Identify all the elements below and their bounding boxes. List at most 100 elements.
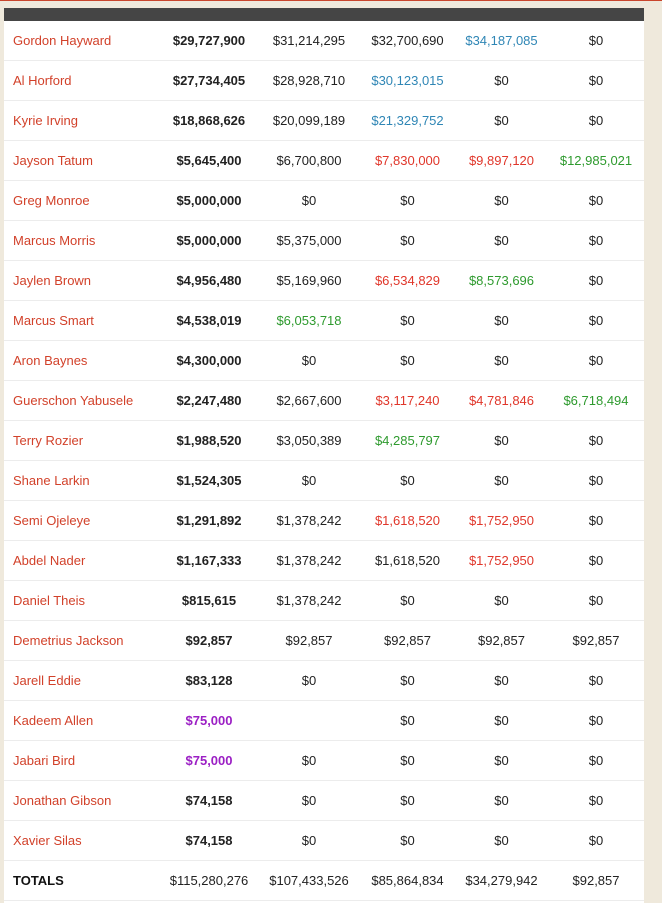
salary-cell: $34,279,942 bbox=[465, 873, 538, 888]
player-name[interactable]: Aron Baynes bbox=[13, 353, 88, 368]
player-row: Semi Ojeleye $1,291,892 $1,378,242 $1,618,5… bbox=[4, 501, 644, 541]
salary-cell: $1,752,950 bbox=[468, 553, 535, 568]
salary-cell: $0 bbox=[588, 833, 604, 848]
salary-cell: $0 bbox=[400, 793, 415, 808]
salary-cell: $0 bbox=[588, 673, 604, 688]
salary-cell: $0 bbox=[301, 193, 317, 208]
salary-cell: $0 bbox=[301, 473, 317, 488]
salary-cell: $92,857 bbox=[572, 633, 620, 648]
salary-cell: $5,375,000 bbox=[276, 233, 342, 248]
salary-cell: $20,099,189 bbox=[272, 113, 346, 128]
player-name[interactable]: Xavier Silas bbox=[13, 833, 82, 848]
player-row: Terry Rozier $1,988,520 $3,050,389 $4,285,7… bbox=[4, 421, 644, 461]
salary-cell: $0 bbox=[494, 593, 509, 608]
player-name[interactable]: Guerschon Yabusele bbox=[13, 393, 134, 408]
player-name[interactable]: Shane Larkin bbox=[13, 473, 90, 488]
salary-cell: $75,000 bbox=[185, 713, 233, 728]
player-name[interactable]: Jayson Tatum bbox=[13, 153, 93, 168]
salary-cell: $28,928,710 bbox=[272, 73, 346, 88]
player-row: Xavier Silas $74,158 $0 $0 $0 $0 bbox=[4, 821, 644, 861]
player-row: Marcus Smart $4,538,019 $6,053,718 $0 $0 $0 bbox=[4, 301, 644, 341]
salary-cell: $0 bbox=[588, 433, 604, 448]
salary-cell: $27,734,405 bbox=[172, 73, 246, 88]
table-body: Gordon Hayward $29,727,900 $31,214,295 $32,… bbox=[4, 21, 644, 901]
salary-cell: $31,214,295 bbox=[272, 33, 346, 48]
salary-cell: $6,053,718 bbox=[276, 313, 342, 328]
player-name[interactable]: Jaylen Brown bbox=[13, 273, 92, 288]
salary-cell: $0 bbox=[588, 753, 604, 768]
salary-cell: $1,618,520 bbox=[374, 553, 441, 568]
salary-cell: $4,300,000 bbox=[176, 353, 242, 368]
salary-cell: $0 bbox=[400, 233, 415, 248]
salary-cell: $1,291,892 bbox=[176, 513, 242, 528]
salary-cell: $1,378,242 bbox=[276, 593, 342, 608]
salary-cell: $1,378,242 bbox=[276, 513, 342, 528]
salary-cell: $92,857 bbox=[478, 633, 525, 648]
player-name[interactable]: Marcus Morris bbox=[13, 233, 96, 248]
player-row: Jonathan Gibson $74,158 $0 $0 $0 $0 bbox=[4, 781, 644, 821]
player-row: Gordon Hayward $29,727,900 $31,214,295 $32,… bbox=[4, 21, 644, 61]
player-row: Abdel Nader $1,167,333 $1,378,242 $1,618,52… bbox=[4, 541, 644, 581]
player-name[interactable]: Demetrius Jackson bbox=[13, 633, 124, 648]
player-name[interactable]: Terry Rozier bbox=[13, 433, 84, 448]
salary-cell: $3,117,240 bbox=[375, 393, 440, 408]
totals-row: TOTALS $115,280,276 $107,433,526 $85,864,83… bbox=[4, 861, 644, 901]
player-name[interactable]: Jarell Eddie bbox=[13, 673, 81, 688]
salary-cell: $18,868,626 bbox=[172, 113, 246, 128]
salary-cell: $0 bbox=[588, 553, 604, 568]
salary-cell: $0 bbox=[400, 193, 415, 208]
salary-cell: $1,378,242 bbox=[276, 553, 342, 568]
salary-cell: $0 bbox=[400, 833, 415, 848]
player-name[interactable]: Gordon Hayward bbox=[13, 33, 112, 48]
salary-cell: $9,897,120 bbox=[468, 153, 535, 168]
salary-cell: $6,534,829 bbox=[374, 273, 441, 288]
salary-cell: $0 bbox=[301, 793, 317, 808]
player-name[interactable]: Kadeem Allen bbox=[13, 713, 94, 728]
salary-cell: $5,645,400 bbox=[176, 153, 242, 168]
player-row: Kyrie Irving $18,868,626 $20,099,189 $21,32… bbox=[4, 101, 644, 141]
table-header-bar bbox=[4, 8, 644, 21]
player-name[interactable]: Abdel Nader bbox=[13, 553, 86, 568]
salary-cell: $0 bbox=[494, 193, 509, 208]
salary-cell: $75,000 bbox=[185, 753, 233, 768]
salary-cell: $29,727,900 bbox=[172, 33, 246, 48]
salary-cell: $74,158 bbox=[185, 793, 233, 808]
salary-cell: $0 bbox=[301, 833, 317, 848]
player-name[interactable]: Daniel Theis bbox=[13, 593, 86, 608]
salary-cell: $8,573,696 bbox=[468, 273, 535, 288]
player-row: Greg Monroe $5,000,000 $0 $0 $0 $0 bbox=[4, 181, 644, 221]
salary-cell: $4,956,480 bbox=[176, 273, 242, 288]
salary-cell: $0 bbox=[588, 113, 604, 128]
player-name[interactable]: Marcus Smart bbox=[13, 313, 94, 328]
salary-cell: $0 bbox=[301, 353, 317, 368]
player-name[interactable]: Al Horford bbox=[13, 73, 72, 88]
salary-cell: $6,700,800 bbox=[276, 153, 342, 168]
player-name[interactable]: Jonathan Gibson bbox=[13, 793, 112, 808]
salary-cell: $92,857 bbox=[384, 633, 431, 648]
salary-cell: $5,169,960 bbox=[276, 273, 342, 288]
player-row: Jaylen Brown $4,956,480 $5,169,960 $6,534,8… bbox=[4, 261, 644, 301]
player-name[interactable]: Semi Ojeleye bbox=[13, 513, 91, 528]
salary-cell: $0 bbox=[494, 233, 509, 248]
player-row: Aron Baynes $4,300,000 $0 $0 $0 $0 bbox=[4, 341, 644, 381]
player-row: Kadeem Allen $75,000 $0 $0 $0 bbox=[4, 701, 644, 741]
player-name[interactable]: Jabari Bird bbox=[13, 753, 76, 768]
top-strip bbox=[0, 0, 662, 8]
salary-cell: $0 bbox=[400, 353, 415, 368]
player-row: Jabari Bird $75,000 $0 $0 $0 $0 bbox=[4, 741, 644, 781]
salary-cell: $5,000,000 bbox=[176, 233, 242, 248]
salary-cell: $0 bbox=[400, 473, 415, 488]
salary-cell: $0 bbox=[588, 193, 604, 208]
salary-cell: $0 bbox=[588, 713, 604, 728]
salary-cell: $0 bbox=[400, 593, 415, 608]
salary-cell: $12,985,021 bbox=[559, 153, 633, 168]
salary-cell: $0 bbox=[494, 433, 509, 448]
salary-cell: $6,718,494 bbox=[563, 393, 629, 408]
player-name[interactable]: Kyrie Irving bbox=[13, 113, 79, 128]
salary-cell: $0 bbox=[494, 353, 509, 368]
player-name[interactable]: Greg Monroe bbox=[13, 193, 90, 208]
salary-cell: $0 bbox=[494, 113, 509, 128]
salary-cell: $2,247,480 bbox=[176, 393, 242, 408]
salary-cell: $0 bbox=[400, 753, 415, 768]
salary-cell: $0 bbox=[588, 353, 604, 368]
